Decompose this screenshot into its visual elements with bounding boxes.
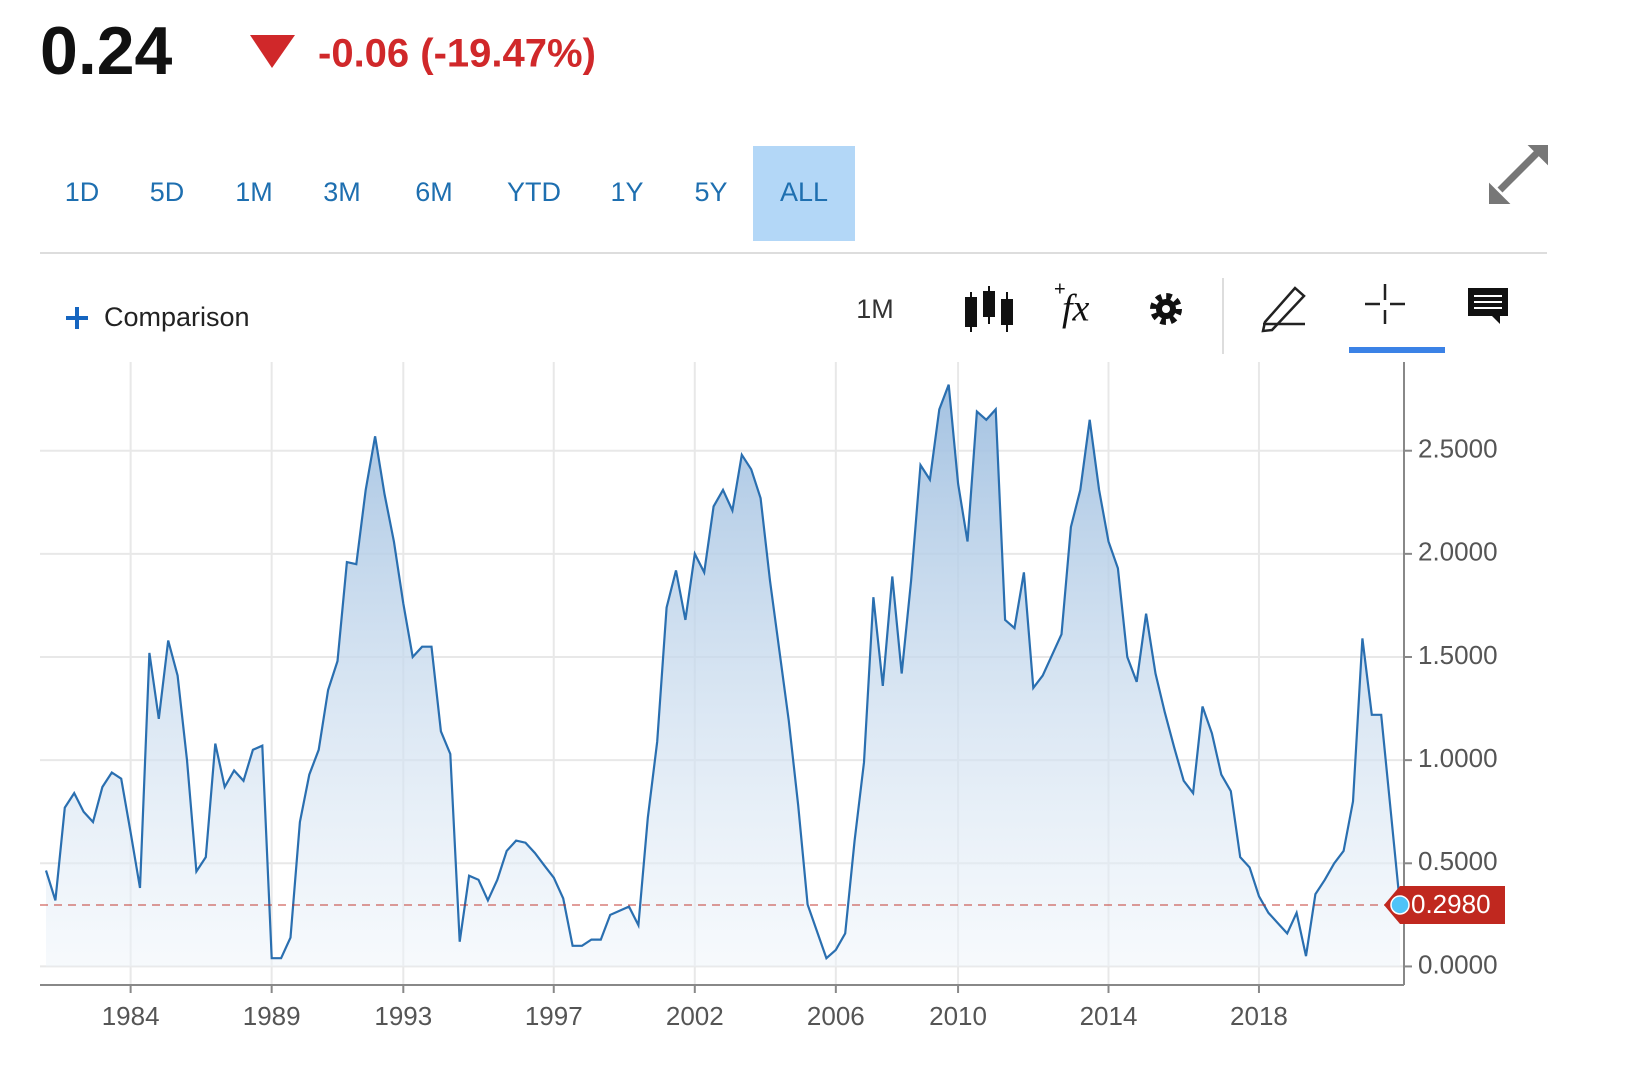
range-button[interactable]: 6M bbox=[415, 177, 453, 207]
range-active-bg bbox=[753, 146, 855, 241]
comparison-label: Comparison bbox=[104, 302, 250, 332]
y-tick-label: 0.5000 bbox=[1418, 846, 1498, 876]
x-tick-label: 2018 bbox=[1230, 1001, 1288, 1031]
x-tick-label: 2006 bbox=[807, 1001, 865, 1031]
range-button[interactable]: 1D bbox=[65, 177, 100, 207]
range-button[interactable]: 5Y bbox=[694, 177, 727, 207]
interval-button[interactable]: 1M bbox=[856, 294, 894, 324]
y-tick-label: 0.0000 bbox=[1418, 949, 1498, 979]
studies-plus: + bbox=[1054, 278, 1066, 300]
price-line bbox=[44, 384, 1402, 961]
x-tick-label: 1989 bbox=[243, 1001, 301, 1031]
studies-icon[interactable]: + fx bbox=[1054, 278, 1090, 329]
expand-icon[interactable] bbox=[1489, 145, 1548, 204]
studies-label: fx bbox=[1062, 288, 1090, 330]
price: 0.24 bbox=[40, 13, 173, 89]
range-button[interactable]: ALL bbox=[780, 177, 828, 207]
plot: 0.0000 0.5000 1.0000 1.5000 2.0000 2.5000 1984… bbox=[40, 362, 1505, 1031]
price-change: -0.06 (-19.47%) bbox=[318, 32, 596, 76]
draw-icon[interactable] bbox=[1261, 286, 1306, 333]
area-fill bbox=[46, 384, 1400, 967]
y-tick-label: 1.5000 bbox=[1418, 640, 1498, 670]
x-tick-label: 1997 bbox=[525, 1001, 583, 1031]
crosshair-icon[interactable] bbox=[1365, 284, 1405, 324]
range-button[interactable]: 1M bbox=[235, 177, 273, 207]
y-tick-label: 2.0000 bbox=[1418, 537, 1498, 567]
settings-icon[interactable] bbox=[1150, 293, 1182, 325]
range-button[interactable]: 5D bbox=[150, 177, 185, 207]
chart-type-icon[interactable] bbox=[965, 286, 1013, 332]
range-bar: 1D 5D 1M 3M 6M YTD 1Y 5Y ALL bbox=[65, 146, 855, 241]
x-tick-label: 2010 bbox=[929, 1001, 987, 1031]
y-tick-label: 1.0000 bbox=[1418, 743, 1498, 773]
comparison-button[interactable]: Comparison bbox=[66, 302, 250, 332]
down-arrow bbox=[250, 35, 295, 68]
y-tick-label: 2.5000 bbox=[1418, 434, 1498, 464]
range-button[interactable]: YTD bbox=[507, 177, 561, 207]
range-button[interactable]: 3M bbox=[323, 177, 361, 207]
x-tick-label: 1993 bbox=[374, 1001, 432, 1031]
last-value-tag bbox=[1384, 885, 1505, 924]
last-value-dot bbox=[1390, 895, 1410, 915]
active-tool-indicator bbox=[1349, 347, 1445, 353]
x-tick-label: 2002 bbox=[666, 1001, 724, 1031]
comment-icon[interactable] bbox=[1468, 288, 1508, 324]
last-value-label: 0.2980 bbox=[1411, 889, 1491, 919]
range-button[interactable]: 1Y bbox=[610, 177, 643, 207]
x-tick-label: 1984 bbox=[102, 1001, 160, 1031]
x-tick-label: 2014 bbox=[1080, 1001, 1138, 1031]
